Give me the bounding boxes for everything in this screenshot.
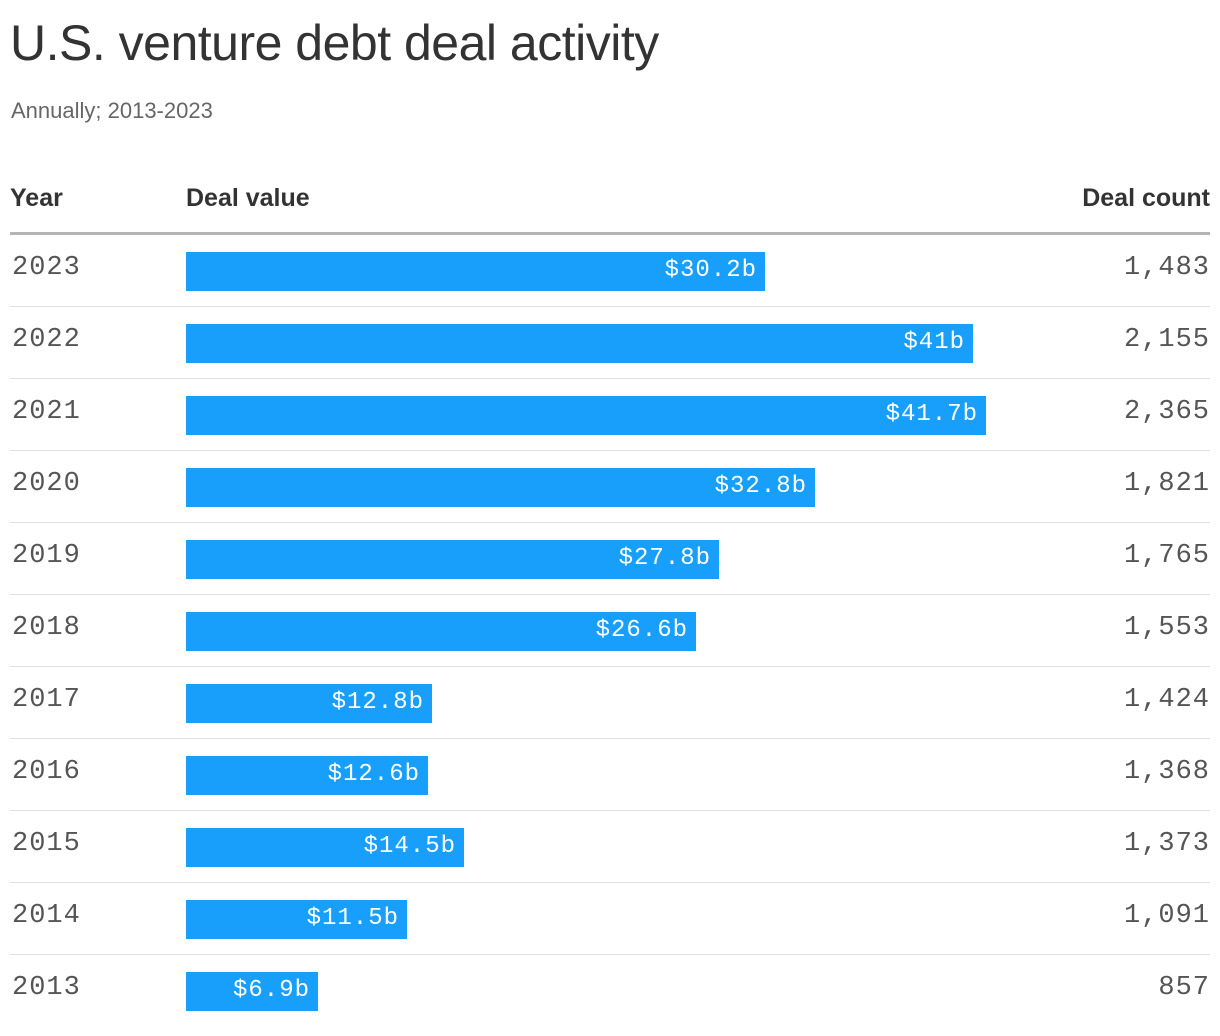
table-row: 2017 $12.8b 1,424 (10, 667, 1210, 739)
year-label: 2019 (12, 541, 81, 571)
deal-value-bar: $32.8b (186, 468, 815, 507)
deal-count-value: 2,365 (1123, 397, 1210, 427)
chart-subtitle: Annually; 2013-2023 (11, 98, 213, 123)
year-label: 2023 (12, 253, 81, 283)
deal-value-bar: $41.7b (186, 396, 986, 435)
year-label: 2020 (12, 469, 81, 499)
table-row: 2020 $32.8b 1,821 (10, 451, 1210, 523)
deal-value-label: $30.2b (664, 257, 757, 284)
deal-value-bar: $41b (186, 324, 973, 363)
year-label: 2022 (12, 325, 81, 355)
table-row: 2023 $30.2b 1,483 (10, 235, 1210, 307)
column-header-deal-value: Deal value (186, 184, 310, 212)
table-row: 2014 $11.5b 1,091 (10, 883, 1210, 955)
year-label: 2014 (12, 901, 81, 931)
year-label: 2013 (12, 973, 81, 1003)
deal-count-value: 1,821 (1123, 469, 1210, 499)
deal-count-value: 1,368 (1123, 757, 1210, 787)
deal-value-bar: $6.9b (186, 972, 318, 1011)
deal-count-value: 2,155 (1123, 325, 1210, 355)
deal-value-label: $11.5b (306, 905, 399, 932)
deal-count-value: 1,373 (1123, 829, 1210, 859)
deal-value-bar: $12.6b (186, 756, 428, 795)
chart-title: U.S. venture debt deal activity (10, 15, 659, 71)
table-row: 2021 $41.7b 2,365 (10, 379, 1210, 451)
year-label: 2018 (12, 613, 81, 643)
deal-value-label: $41b (903, 329, 965, 356)
deal-value-bar: $30.2b (186, 252, 765, 291)
header-divider (10, 232, 1210, 235)
column-header-deal-count: Deal count (1082, 184, 1210, 212)
deal-value-label: $32.8b (714, 473, 807, 500)
deal-value-bar: $14.5b (186, 828, 464, 867)
deal-value-label: $27.8b (618, 545, 711, 572)
deal-value-label: $26.6b (595, 617, 688, 644)
year-label: 2017 (12, 685, 81, 715)
deal-count-value: 1,553 (1123, 613, 1210, 643)
deal-count-value: 1,091 (1123, 901, 1210, 931)
year-label: 2016 (12, 757, 81, 787)
table-row: 2019 $27.8b 1,765 (10, 523, 1210, 595)
deal-value-label: $41.7b (885, 401, 978, 428)
table-row: 2013 $6.9b 857 (10, 955, 1210, 1027)
year-label: 2015 (12, 829, 81, 859)
deal-value-label: $12.8b (331, 689, 424, 716)
table-row: 2016 $12.6b 1,368 (10, 739, 1210, 811)
table-row: 2018 $26.6b 1,553 (10, 595, 1210, 667)
chart-rows: 2023 $30.2b 1,483 2022 $41b 2,155 2021 $41.7b 2,… (10, 235, 1210, 1027)
column-header-year: Year (10, 184, 63, 212)
deal-value-bar: $11.5b (186, 900, 407, 939)
deal-value-bar: $26.6b (186, 612, 696, 651)
deal-value-label: $12.6b (327, 761, 420, 788)
deal-value-label: $14.5b (363, 833, 456, 860)
table-row: 2015 $14.5b 1,373 (10, 811, 1210, 883)
deal-count-value: 1,765 (1123, 541, 1210, 571)
deal-count-value: 1,483 (1123, 253, 1210, 283)
deal-count-value: 1,424 (1123, 685, 1210, 715)
deal-value-bar: $12.8b (186, 684, 432, 723)
deal-value-label: $6.9b (232, 977, 310, 1004)
year-label: 2021 (12, 397, 81, 427)
deal-count-value: 857 (1158, 973, 1210, 1003)
deal-value-bar: $27.8b (186, 540, 719, 579)
table-row: 2022 $41b 2,155 (10, 307, 1210, 379)
